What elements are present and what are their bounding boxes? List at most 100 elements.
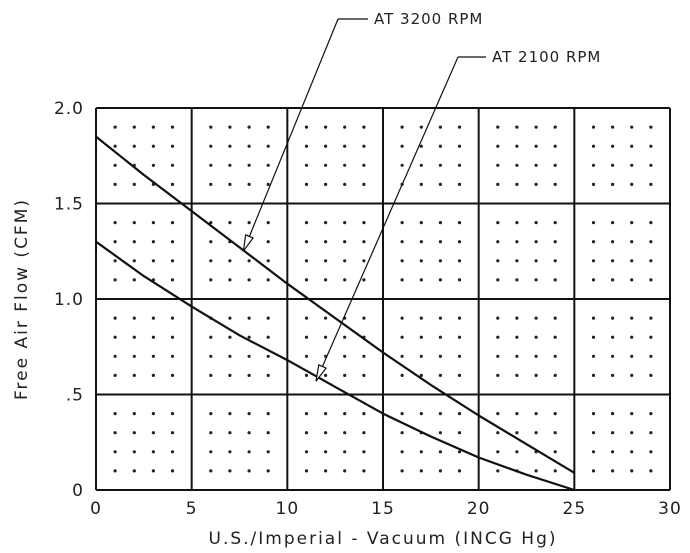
grid-dot: [247, 221, 251, 225]
grid-dot: [113, 431, 117, 435]
grid-dot: [438, 278, 442, 282]
grid-dot: [266, 335, 270, 339]
grid-dot: [343, 354, 347, 358]
grid-dot: [515, 144, 519, 148]
grid-dot: [266, 469, 270, 473]
grid-dot: [553, 259, 557, 263]
grid-dot: [457, 450, 462, 454]
grid-dot: [343, 221, 347, 225]
grid-dot: [209, 373, 213, 377]
grid-dot: [553, 182, 557, 186]
grid-dot: [228, 412, 232, 416]
grid-dot: [534, 182, 538, 186]
grid-dot: [209, 335, 213, 339]
grid-dot: [209, 221, 213, 225]
grid-dot: [324, 335, 328, 339]
grid-dot: [611, 221, 615, 225]
grid-dot: [266, 431, 270, 435]
grid-dot: [247, 125, 251, 129]
grid-dot: [170, 163, 175, 167]
grid-dot: [419, 182, 423, 186]
grid-dot: [343, 450, 347, 454]
grid-dot: [324, 278, 328, 282]
x-tick-label: 30: [658, 499, 682, 519]
grid-dot: [304, 354, 309, 358]
grid-dot: [247, 469, 251, 473]
annotations: AT 3200 RPM AT 2100 RPM: [242, 10, 600, 382]
grid-dot: [266, 354, 270, 358]
grid-dot: [209, 412, 213, 416]
annotation-at-3200-rpm: AT 3200 RPM: [242, 10, 482, 252]
grid-dot: [457, 431, 462, 435]
grid-dot: [343, 278, 347, 282]
grid-dot: [209, 278, 213, 282]
grid-dot: [247, 163, 251, 167]
grid-dot: [113, 259, 117, 263]
grid-dot: [304, 278, 309, 282]
grid-dot: [438, 240, 442, 244]
grid-dot: [611, 240, 615, 244]
grid-dot: [611, 144, 615, 148]
grid-dot: [419, 373, 423, 377]
grid-dot: [457, 316, 462, 320]
grid-dot: [228, 316, 232, 320]
grid-dot: [400, 240, 404, 244]
grid-dot: [649, 221, 653, 225]
grid-dot: [649, 259, 653, 263]
grid-dot: [343, 163, 347, 167]
grid-dot: [170, 469, 175, 473]
grid-dot: [113, 125, 117, 129]
grid-dot: [515, 221, 519, 225]
grid-dot: [591, 221, 596, 225]
grid-dot: [515, 125, 519, 129]
grid-dot: [591, 469, 596, 473]
grid-dot: [419, 163, 423, 167]
grid-dot: [591, 125, 596, 129]
grid-dot: [611, 469, 615, 473]
grid-dot: [266, 163, 270, 167]
grid-dot: [611, 182, 615, 186]
grid-dot: [151, 354, 155, 358]
grid-dot: [324, 431, 328, 435]
grid-dot: [611, 373, 615, 377]
grid-dot: [419, 221, 423, 225]
grid-dot: [132, 412, 136, 416]
annotation-at-2100-rpm: AT 2100 RPM: [315, 48, 600, 382]
grid-dot: [170, 450, 175, 454]
grid-dot: [132, 354, 136, 358]
grid-dot: [247, 259, 251, 263]
grid-dot: [362, 240, 366, 244]
grid-dot: [228, 182, 232, 186]
grid-dot: [151, 412, 155, 416]
grid-dot: [209, 125, 213, 129]
grid-dot: [611, 163, 615, 167]
grid-dot: [400, 412, 404, 416]
grid-dot: [649, 316, 653, 320]
grid-dot: [362, 163, 366, 167]
grid-dot: [151, 144, 155, 148]
grid-dot: [132, 373, 136, 377]
grid-dot: [151, 125, 155, 129]
series-line-at-3200-rpm: [95, 135, 575, 474]
grid-dot: [324, 221, 328, 225]
grid-dot: [304, 240, 309, 244]
grid-dot: [209, 354, 213, 358]
grid-dot: [649, 278, 653, 282]
grid-dot: [457, 125, 462, 129]
grid-dot: [591, 240, 596, 244]
grid-dot: [228, 469, 232, 473]
grid-dot: [419, 354, 423, 358]
grid-dot: [438, 316, 442, 320]
grid-dot: [496, 278, 500, 282]
grid-dot: [400, 221, 404, 225]
grid-dot: [419, 469, 423, 473]
grid-dot: [630, 316, 634, 320]
grid-dot: [209, 163, 213, 167]
grid-dot: [419, 335, 423, 339]
grid-dot: [611, 278, 615, 282]
grid-dot: [228, 450, 232, 454]
grid-dot: [113, 335, 117, 339]
grid-dot: [132, 450, 136, 454]
grid-dot: [151, 450, 155, 454]
grid-dot: [591, 354, 596, 358]
